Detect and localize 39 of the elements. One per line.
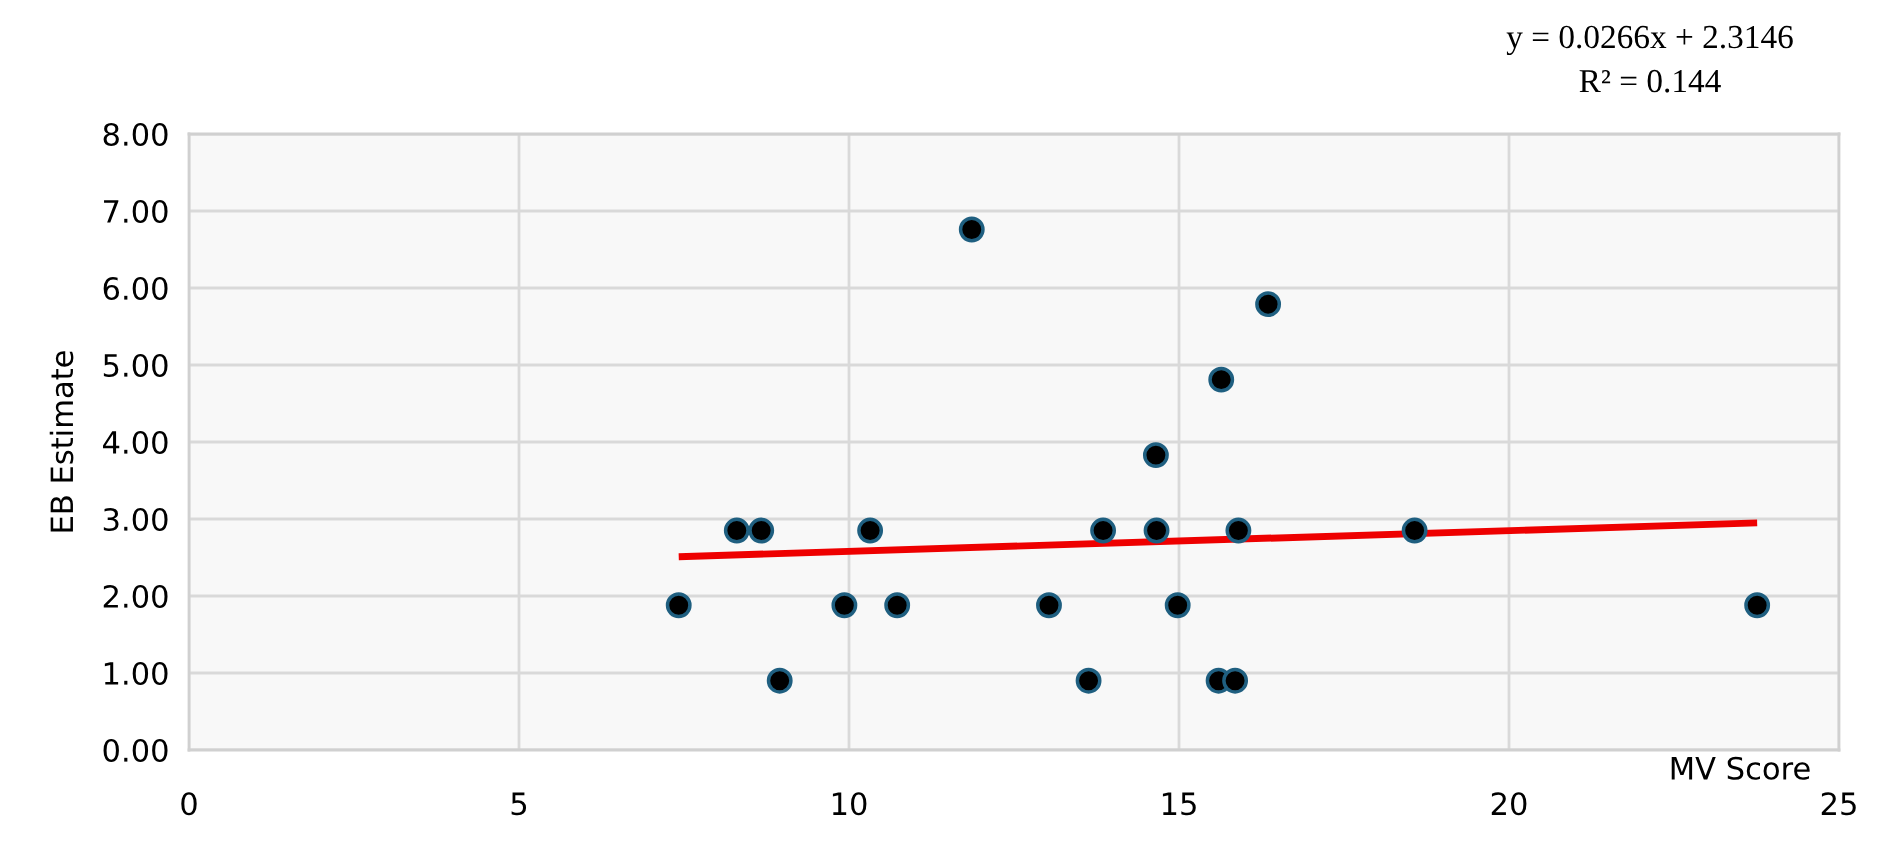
point <box>1222 667 1249 694</box>
point <box>857 517 884 544</box>
y-tick-label: 2.00 <box>103 584 168 609</box>
x-tick-label: 5 <box>511 792 527 816</box>
point <box>1142 442 1169 469</box>
x-tick-label: 0 <box>181 792 197 816</box>
point <box>958 216 985 243</box>
text: R² = 0.144 <box>1579 69 1721 93</box>
point <box>884 592 911 619</box>
y-tick-label: 7.00 <box>104 199 168 224</box>
point <box>831 592 858 619</box>
point <box>1208 366 1235 393</box>
y-tick-label: 3.00 <box>103 507 168 532</box>
text: y = 0.0266x + 2.3146 <box>1506 25 1793 56</box>
y-tick-label: 1.00 <box>104 661 168 686</box>
point <box>1255 291 1282 318</box>
point <box>748 517 775 544</box>
y-tick-label: 8.00 <box>103 122 168 147</box>
y-tick-label: 0.00 <box>103 738 168 763</box>
point <box>665 592 692 619</box>
x-axis-title: MV Score <box>1671 756 1810 780</box>
point <box>766 667 793 694</box>
y-tick-label: 5.00 <box>103 353 168 378</box>
point <box>723 517 750 544</box>
y-axis-title: EB Estimate <box>49 351 74 532</box>
point <box>1036 592 1062 619</box>
y-tick-label: 4.00 <box>103 430 168 455</box>
point <box>1744 592 1771 619</box>
point <box>1164 592 1191 619</box>
x-tick-label: 10 <box>832 792 867 816</box>
x-tick-label: 25 <box>1821 792 1856 816</box>
point <box>1401 517 1428 544</box>
point <box>1090 517 1117 544</box>
point <box>1225 517 1252 544</box>
point <box>1075 667 1102 694</box>
x-tick-label: 15 <box>1162 792 1196 816</box>
x-tick-label: 20 <box>1491 792 1527 816</box>
y-tick-label: 6.00 <box>103 276 168 301</box>
point <box>1143 517 1170 544</box>
